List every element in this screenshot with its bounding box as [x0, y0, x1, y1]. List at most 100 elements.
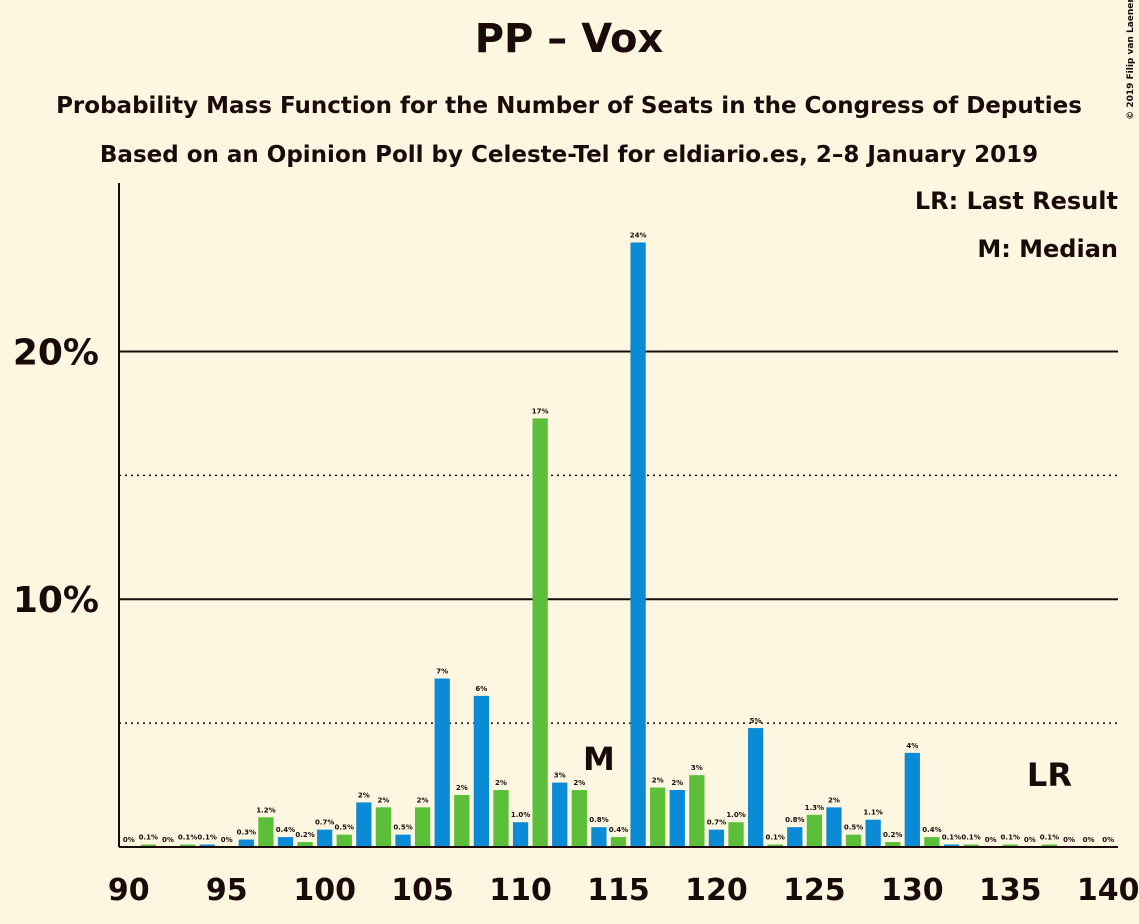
value-label: 0.4% [276, 826, 295, 834]
x-tick-label: 100 [293, 873, 356, 908]
value-label: 0.1% [765, 834, 784, 842]
value-label: 2% [456, 784, 468, 792]
value-label: 2% [671, 779, 683, 787]
bar [414, 807, 431, 847]
bar [258, 817, 274, 847]
chart-title: PP – Vox [475, 16, 664, 62]
bar [454, 794, 470, 847]
value-label: 2% [417, 796, 429, 804]
value-label: 5% [750, 717, 762, 725]
chart-subtitle: Probability Mass Function for the Number… [56, 93, 1082, 119]
value-label: 0.2% [883, 831, 902, 839]
value-label: 7% [436, 668, 448, 676]
bar [885, 842, 901, 847]
bar [591, 827, 607, 847]
bar [199, 844, 215, 847]
credit: © 2019 Filip van Laenen [1126, 0, 1136, 120]
value-label: 0.8% [785, 816, 804, 824]
x-tick-label: 115 [587, 873, 650, 908]
value-label: 0.5% [844, 824, 863, 832]
annotation: M [583, 740, 615, 778]
x-tick-label: 120 [685, 873, 748, 908]
annotation: LR [1027, 756, 1072, 794]
bar [630, 242, 646, 847]
value-label: 0.1% [197, 834, 216, 842]
value-label: 0.1% [1001, 834, 1020, 842]
value-label: 0% [1083, 836, 1095, 844]
value-label: 2% [652, 777, 664, 785]
chart-subtitle: Based on an Opinion Poll by Celeste-Tel … [100, 142, 1038, 168]
bar [943, 844, 960, 847]
value-label: 0% [1024, 836, 1036, 844]
y-tick-label: 20% [13, 332, 99, 373]
value-label: 0% [1063, 836, 1075, 844]
bar [238, 839, 254, 847]
x-tick-label: 90 [108, 873, 150, 908]
value-label: 1.1% [863, 809, 882, 817]
x-tick-label: 140 [1077, 873, 1139, 908]
bar [317, 829, 333, 847]
value-label: 0.7% [707, 819, 726, 827]
value-label: 0.4% [609, 826, 628, 834]
legend-note: M: Median [977, 235, 1118, 263]
bar [708, 829, 725, 847]
value-label: 1.0% [511, 811, 530, 819]
bar [1041, 844, 1058, 847]
bar [767, 844, 783, 847]
value-label: 0.8% [589, 816, 608, 824]
value-label: 0.3% [237, 829, 256, 837]
bar [552, 782, 568, 847]
bar [650, 787, 666, 847]
legend-note: LR: Last Result [915, 187, 1118, 215]
value-label: 0.1% [942, 834, 961, 842]
value-label: 0.1% [961, 834, 980, 842]
x-tick-label: 130 [881, 873, 944, 908]
x-tick-label: 95 [206, 873, 248, 908]
bar [512, 822, 529, 847]
bar [904, 752, 920, 847]
value-label: 0.5% [335, 824, 354, 832]
bar [747, 728, 764, 847]
bar [395, 834, 411, 847]
value-label: 0% [123, 836, 135, 844]
value-label: 1.2% [256, 806, 275, 814]
x-tick-label: 110 [489, 873, 552, 908]
bar [571, 790, 587, 847]
value-label: 0.1% [139, 834, 158, 842]
bar [924, 837, 940, 847]
value-label: 0.5% [393, 824, 412, 832]
value-label: 0% [985, 836, 997, 844]
bar [826, 807, 842, 847]
bar [297, 842, 313, 847]
value-label: 0% [1102, 836, 1114, 844]
x-tick-label: 105 [391, 873, 454, 908]
value-label: 0.4% [922, 826, 941, 834]
bar [610, 837, 627, 847]
bar [963, 844, 979, 847]
bar [1002, 844, 1018, 847]
value-label: 0.7% [315, 819, 334, 827]
value-label: 3% [691, 764, 703, 772]
value-label: 2% [358, 791, 370, 799]
bar [728, 822, 744, 847]
value-label: 24% [630, 231, 647, 239]
x-tick-label: 125 [783, 873, 846, 908]
value-label: 2% [828, 796, 840, 804]
value-label: 1.3% [805, 804, 824, 812]
value-label: 0% [221, 836, 233, 844]
y-tick-label: 10% [13, 580, 99, 621]
value-label: 0% [162, 836, 174, 844]
value-label: 1.0% [726, 811, 745, 819]
value-label: 2% [377, 796, 389, 804]
bar [179, 844, 196, 847]
bar [532, 418, 548, 847]
bar [787, 827, 803, 847]
value-label: 6% [475, 685, 487, 693]
bar [473, 695, 490, 847]
value-label: 3% [554, 772, 566, 780]
value-label: 0.2% [295, 831, 314, 839]
value-label: 0.1% [1040, 834, 1059, 842]
bar [669, 790, 685, 847]
value-label: 0.1% [178, 834, 197, 842]
